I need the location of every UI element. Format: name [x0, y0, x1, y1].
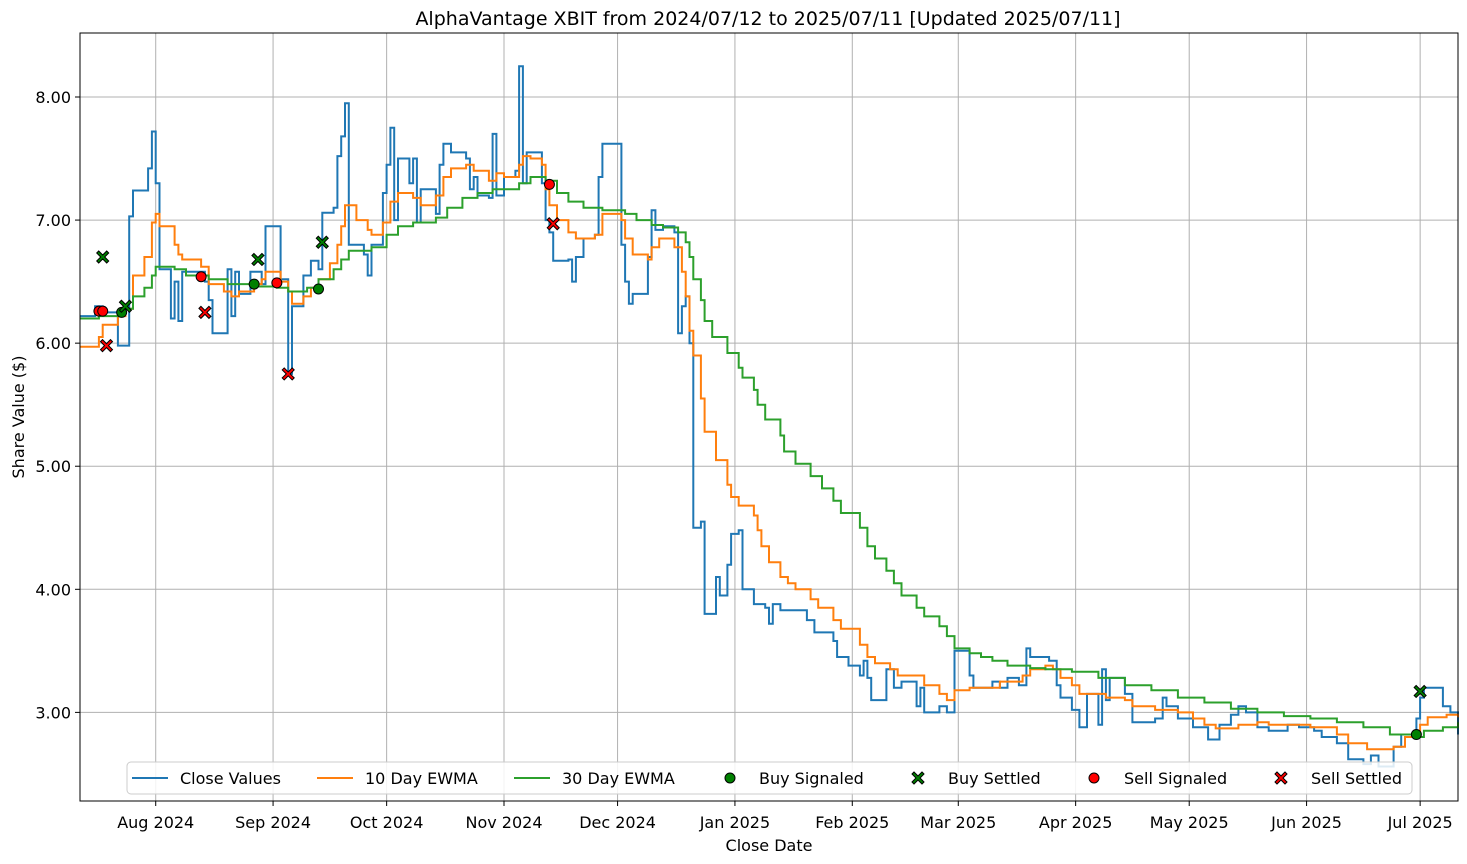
- 10-day-ewma-line: [80, 155, 1459, 751]
- sell-signaled-marker: [97, 305, 109, 317]
- legend-buy-signaled-swatch: [724, 772, 736, 784]
- x-tick-label: Feb 2025: [815, 813, 889, 832]
- signal-markers: [93, 178, 1427, 741]
- x-tick-label: Nov 2024: [465, 813, 542, 832]
- sell-signaled-marker: [195, 271, 207, 283]
- buy-settled-marker: [315, 235, 329, 249]
- x-tick-label: Jan 2025: [699, 813, 770, 832]
- y-tick-label: 8.00: [35, 88, 71, 107]
- y-axis-title: Share Value ($): [9, 356, 28, 479]
- x-tick-label: Jul 2025: [1387, 813, 1453, 832]
- x-tick-label: Sep 2024: [235, 813, 311, 832]
- chart-title: AlphaVantage XBIT from 2024/07/12 to 202…: [415, 8, 1120, 30]
- legend-sell-signaled-label: Sell Signaled: [1124, 769, 1227, 788]
- x-tick-label: Dec 2024: [579, 813, 656, 832]
- plot-frame: [79, 32, 1459, 802]
- buy-settled-marker: [1413, 684, 1427, 699]
- x-axis-title: Close Date: [726, 836, 813, 855]
- buy-signaled-marker: [1410, 729, 1422, 741]
- legend-sell-signaled-swatch: [1088, 772, 1100, 784]
- sell-settled-marker: [281, 367, 295, 381]
- buy-settled-marker: [251, 252, 265, 267]
- grid-lines: [80, 33, 1458, 801]
- close-values-line: [80, 65, 1459, 768]
- x-tick-label: Oct 2024: [350, 813, 423, 832]
- x-tick-label: Mar 2025: [920, 813, 996, 832]
- x-tick-label: Jun 2025: [1270, 813, 1342, 832]
- legend-10-day-ewma-label: 10 Day EWMA: [365, 769, 478, 788]
- buy-settled-marker: [96, 250, 110, 264]
- legend-sell-settled-swatch: [1274, 771, 1288, 785]
- sell-signaled-marker: [543, 178, 555, 190]
- legend-30-day-ewma-label: 30 Day EWMA: [562, 769, 675, 788]
- legend: Close Values 10 Day EWMA 30 Day EWMA Buy Si…: [126, 761, 1413, 795]
- legend-buy-settled-swatch: [911, 771, 925, 785]
- legend-box: [126, 761, 1413, 795]
- y-tick-label: 6.00: [35, 334, 71, 353]
- axis-ticks: Aug 2024 Sep 2024 Oct 2024 Nov 2024 Dec 2024…: [35, 88, 1452, 832]
- sell-settled-marker: [198, 305, 212, 320]
- buy-signaled-marker: [313, 283, 324, 295]
- sell-settled-marker: [99, 338, 114, 353]
- x-tick-label: Apr 2025: [1039, 813, 1112, 832]
- y-tick-label: 4.00: [35, 580, 71, 599]
- legend-buy-settled-label: Buy Settled: [948, 769, 1041, 788]
- legend-buy-signaled-label: Buy Signaled: [759, 769, 864, 788]
- x-tick-label: Aug 2024: [117, 813, 194, 832]
- y-tick-label: 5.00: [35, 457, 71, 476]
- buy-settled-marker: [118, 299, 133, 313]
- buy-signaled-marker: [248, 278, 260, 290]
- sell-signaled-marker: [271, 277, 283, 289]
- legend-sell-settled-label: Sell Settled: [1311, 769, 1402, 788]
- y-tick-label: 3.00: [35, 703, 71, 722]
- sell-settled-marker: [546, 217, 560, 231]
- x-tick-label: May 2025: [1150, 813, 1229, 832]
- y-tick-label: 7.00: [35, 211, 71, 230]
- legend-close-values-label: Close Values: [180, 769, 281, 788]
